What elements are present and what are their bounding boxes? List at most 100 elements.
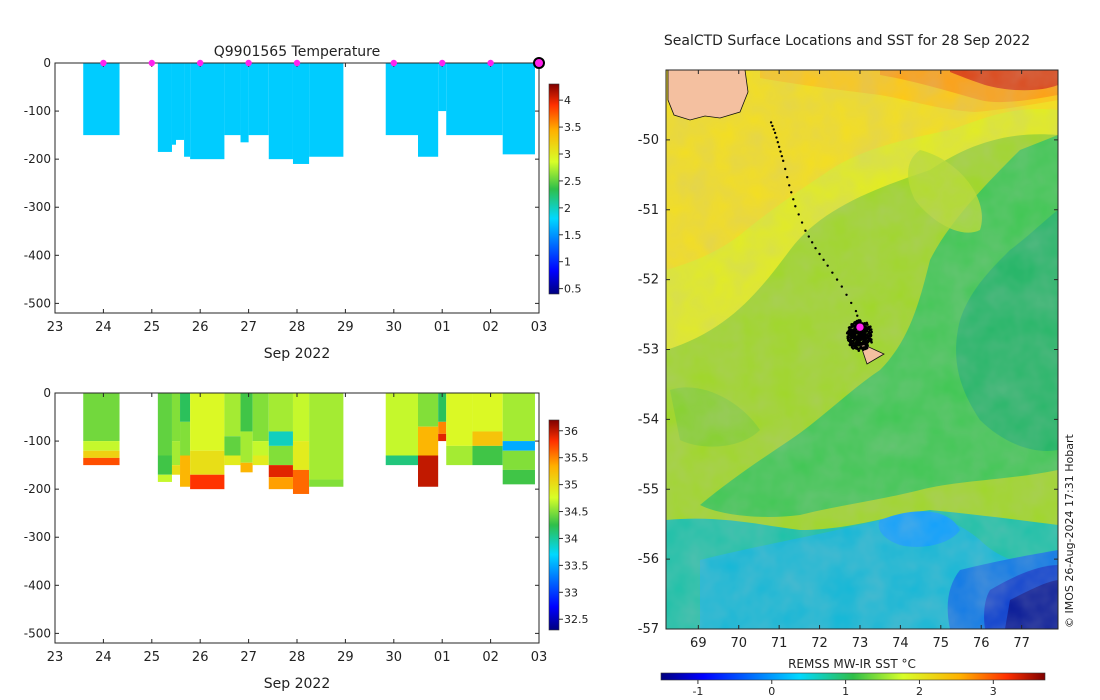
profile-14-layer-1 — [446, 445, 473, 466]
profile-16-layer-1 — [502, 441, 535, 451]
x-tick-label: 03 — [531, 320, 548, 335]
x-tick-label: 27 — [240, 650, 257, 665]
profile-12-layer-0 — [418, 393, 439, 427]
cluster-point — [853, 335, 857, 338]
map-lat-tick-label: -55 — [638, 482, 659, 497]
x-tick-label: 23 — [47, 650, 64, 665]
profile-7-layer-0 — [252, 393, 269, 442]
profile-8-layer-1 — [268, 431, 293, 446]
cluster-point — [851, 347, 855, 350]
profile-4-layer-0 — [190, 393, 225, 451]
temperature-colorbar — [548, 83, 560, 295]
profile-11-layer-0 — [309, 63, 344, 157]
y-tick-label: 0 — [43, 56, 51, 70]
sst-colorbar-tick-label: 2 — [916, 685, 923, 698]
profile-12-layer-2 — [418, 455, 439, 487]
map-lat-tick-label: -51 — [638, 203, 659, 218]
cluster-point — [863, 339, 867, 342]
imos-credit: © IMOS 26-Aug-2024 17:31 Hobart — [1063, 434, 1076, 628]
x-tick-label: 02 — [482, 650, 499, 665]
x-tick-label: 29 — [337, 320, 354, 335]
surface-marker — [439, 59, 446, 67]
profile-10-layer-0 — [292, 63, 310, 164]
cluster-point — [848, 332, 851, 335]
temperature-title: Q9901565 Temperature — [214, 44, 381, 60]
profile-7-layer-1 — [252, 441, 269, 456]
map-lat-tick-label: -54 — [638, 412, 659, 427]
profile-8-layer-4 — [268, 477, 293, 490]
profile-16-layer-3 — [502, 469, 535, 485]
track-point — [854, 309, 858, 313]
cluster-point — [864, 342, 868, 346]
cluster-point — [855, 346, 858, 349]
cluster-point — [852, 339, 856, 343]
track-point — [800, 221, 804, 224]
colorbar-tick-label: 4 — [564, 94, 571, 107]
y-tick-label: -100 — [24, 434, 51, 448]
profile-6-layer-1 — [240, 431, 253, 463]
x-tick-label: 23 — [47, 320, 64, 335]
cluster-point — [847, 326, 851, 329]
track-point — [779, 150, 782, 153]
cluster-point — [867, 330, 871, 334]
colorbar-tick-label: 35 — [564, 479, 578, 492]
y-tick-label: -400 — [24, 248, 51, 262]
profile-0-layer-0 — [83, 63, 120, 136]
cluster-point — [857, 338, 861, 341]
cluster-point — [847, 329, 851, 332]
map-lon-tick-label: 73 — [852, 636, 869, 651]
track-point — [835, 278, 839, 281]
cluster-point — [855, 342, 859, 345]
profile-8-layer-3 — [268, 465, 293, 478]
profile-3-layer-0 — [176, 63, 185, 140]
profile-6-layer-2 — [240, 462, 253, 473]
track-point — [772, 128, 775, 131]
track-point — [797, 213, 800, 216]
track-point — [818, 252, 821, 256]
cluster-point — [862, 331, 865, 335]
profile-6-layer-0 — [224, 63, 241, 136]
temperature-xlabel: Sep 2022 — [264, 346, 330, 362]
track-point — [840, 285, 843, 288]
colorbar-tick-label: 2.5 — [564, 175, 582, 188]
sst-colorbar-tick-label: -1 — [692, 685, 703, 698]
track-point — [781, 159, 785, 163]
map-lon-tick-label: 69 — [690, 636, 707, 651]
x-tick-label: 24 — [95, 650, 112, 665]
sst-map-panel: SealCTD Surface Locations and SST for 28… — [638, 33, 1076, 698]
x-tick-label: 01 — [434, 650, 451, 665]
cluster-point — [857, 336, 861, 339]
colorbar-tick-label: 35.5 — [564, 452, 589, 465]
sst-colorbar — [660, 672, 1046, 681]
surface-marker — [245, 59, 252, 67]
profile-8-layer-0 — [248, 63, 269, 136]
surface-marker — [293, 59, 301, 67]
x-tick-label: 30 — [386, 320, 403, 335]
colorbar-tick-label: 34 — [564, 532, 578, 545]
colorbar-tick-label: 1.5 — [564, 229, 582, 242]
track-point — [775, 136, 778, 139]
sst-field — [666, 70, 1058, 629]
profile-16-layer-0 — [502, 393, 535, 442]
surface-marker — [390, 59, 397, 67]
colorbar-tick-label: 1 — [564, 256, 571, 269]
profile-15-layer-0 — [446, 63, 503, 136]
track-point — [804, 229, 807, 232]
profile-1-layer-0 — [157, 63, 172, 152]
x-tick-label: 27 — [240, 320, 257, 335]
map-lat-tick-label: -56 — [638, 552, 659, 567]
cluster-point — [858, 342, 861, 346]
profile-15-layer-0 — [472, 393, 503, 432]
x-tick-label: 28 — [289, 320, 306, 335]
track-point — [780, 154, 784, 158]
sst-map-title: SealCTD Surface Locations and SST for 28… — [664, 33, 1030, 49]
cluster-point — [866, 339, 870, 343]
track-point — [810, 241, 814, 244]
cluster-point — [866, 323, 869, 326]
cluster-point — [860, 335, 863, 339]
surface-marker — [487, 59, 494, 67]
cluster-point — [850, 342, 853, 346]
profile-0-layer-2 — [83, 450, 120, 458]
temperature-panel: Q9901565 Temperature 23 24 25 26 27 28 29 30 01 0… — [24, 44, 582, 362]
profile-9-layer-0 — [292, 393, 310, 442]
